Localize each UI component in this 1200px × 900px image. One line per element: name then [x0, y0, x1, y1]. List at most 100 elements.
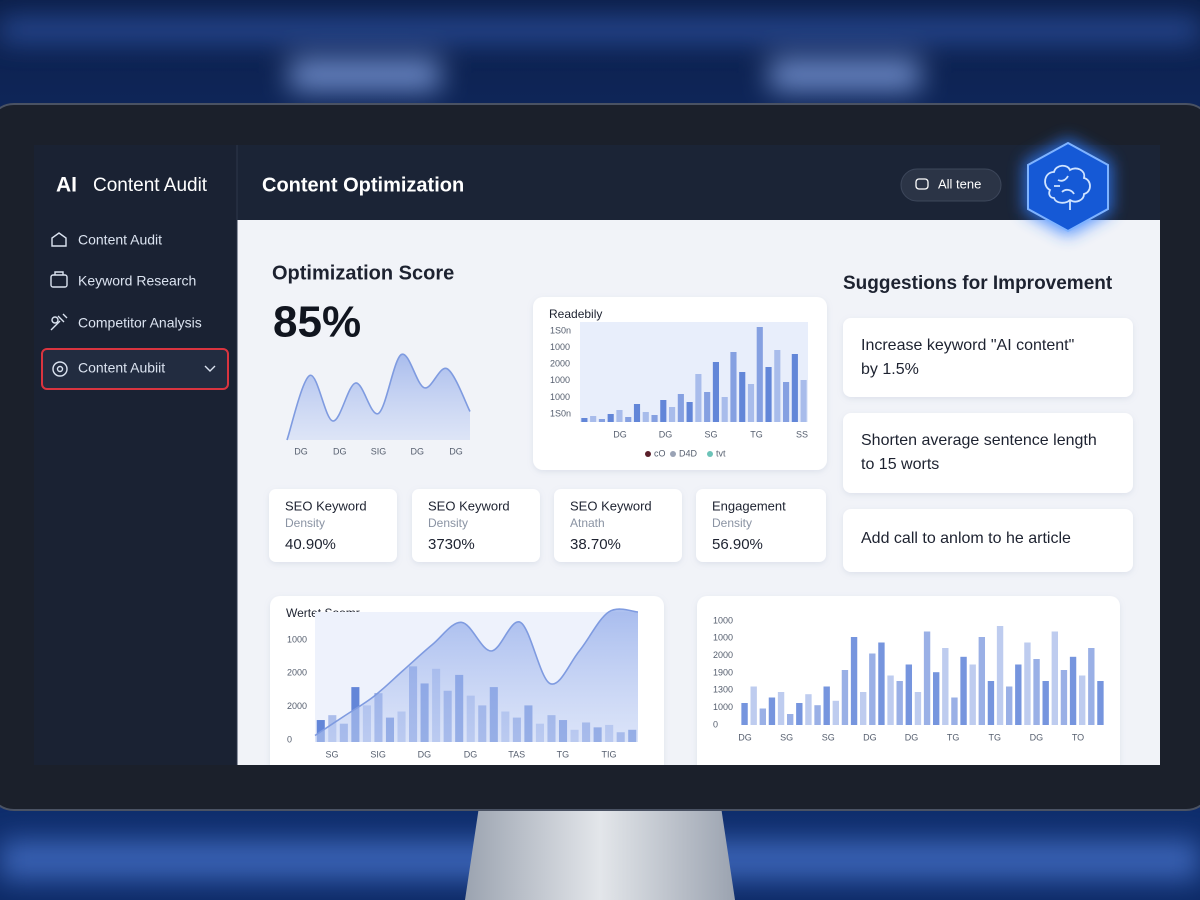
metric-value: 56.90%	[712, 536, 763, 553]
bar	[996, 626, 1004, 725]
bar	[791, 354, 798, 422]
bar	[660, 400, 667, 422]
x-tick-label: DG	[613, 429, 627, 439]
bar	[805, 694, 812, 725]
bar	[1024, 642, 1031, 725]
y-tick-label: 1900	[713, 667, 733, 677]
bar	[607, 414, 614, 422]
legend-label: cO	[654, 448, 666, 458]
legend-label: D4D	[679, 448, 698, 458]
bar	[841, 670, 849, 725]
bar	[581, 418, 588, 422]
logo: AI	[56, 174, 77, 197]
metric-subtitle: Density	[712, 516, 752, 530]
bar	[651, 415, 658, 422]
suggestion-card[interactable]	[843, 509, 1133, 572]
bar	[1033, 659, 1040, 725]
y-tick-label: 1000	[713, 633, 733, 643]
bar	[1042, 681, 1049, 725]
nav-active[interactable]	[41, 348, 229, 390]
bar	[1051, 631, 1059, 725]
bar	[932, 672, 940, 725]
x-tick-label: SIG	[370, 749, 386, 759]
metric-title: SEO Keyword	[570, 498, 652, 513]
y-tick-label: 1S0n	[550, 408, 571, 418]
bar	[1060, 670, 1068, 725]
bar	[747, 384, 755, 422]
bar	[960, 656, 967, 725]
legend-dot	[707, 451, 713, 457]
y-tick-label: 1000	[713, 615, 733, 625]
x-tick-label: SIG	[371, 446, 387, 456]
y-tick-label: 1300	[713, 685, 733, 695]
bar	[814, 705, 821, 725]
metric-value: 38.70%	[570, 536, 621, 553]
bar	[1088, 648, 1095, 725]
bar	[832, 700, 840, 725]
legend-label: tvt	[716, 448, 726, 458]
suggestions-title: Suggestions for Improvement	[843, 273, 1113, 294]
bar	[823, 686, 830, 725]
y-tick-label: 2000	[550, 359, 570, 369]
bar	[741, 703, 748, 725]
bar	[923, 631, 931, 725]
bar	[783, 382, 790, 422]
bezel-bottom	[34, 765, 1160, 795]
bar	[1015, 664, 1022, 725]
y-tick-label: 1000	[287, 634, 307, 644]
bar	[786, 714, 794, 725]
y-tick-label: 2000	[287, 701, 307, 711]
metric-title: Engagement	[712, 498, 786, 513]
bar	[951, 697, 958, 725]
suggestion-text: Shorten average sentence length to 15 wor…	[861, 432, 1097, 473]
bar	[859, 692, 867, 725]
x-tick-label: TG	[750, 429, 763, 439]
bar	[759, 708, 767, 725]
metric-title: SEO Keyword	[285, 498, 367, 513]
y-tick-label: 1000	[550, 342, 570, 352]
bar	[756, 327, 763, 422]
nav-active-icons	[52, 361, 216, 377]
legend-dot	[670, 451, 676, 457]
header-title: Content Optimization	[262, 174, 464, 196]
bar	[978, 637, 986, 725]
x-tick-label: DG	[738, 732, 752, 742]
bar	[730, 352, 737, 422]
sidebar	[34, 145, 237, 765]
ai-badge	[1024, 138, 1112, 236]
bar	[777, 692, 785, 725]
nav-item[interactable]: Content Audit	[78, 232, 162, 248]
bar	[704, 392, 711, 422]
metric-value: 3730%	[428, 536, 475, 553]
button-icon	[915, 178, 929, 190]
chart-title: Readebily	[549, 307, 602, 321]
bar	[869, 653, 876, 725]
bar	[750, 686, 757, 725]
suggestion-card[interactable]	[843, 413, 1133, 493]
x-tick-label: SG	[704, 429, 717, 439]
area	[315, 609, 638, 742]
x-tick-label: DG	[659, 429, 673, 439]
bar	[695, 374, 702, 422]
metric-title: SEO Keyword	[428, 498, 510, 513]
y-tick-label: 1000	[713, 702, 733, 712]
monitor-stand	[465, 800, 735, 900]
bar	[878, 642, 885, 725]
metric-subtitle: Density	[428, 516, 468, 530]
header-button[interactable]	[900, 168, 1002, 202]
y-tick-label: 0	[287, 734, 292, 744]
plot-bg	[580, 322, 808, 422]
nav-item[interactable]: Competitor Analysis	[78, 315, 202, 331]
x-tick-label: SG	[325, 749, 338, 759]
line	[286, 353, 471, 441]
y-tick-label: 2000	[287, 668, 307, 678]
x-tick-label: SG	[780, 732, 793, 742]
nav-item[interactable]: Content Aubiit	[78, 360, 165, 376]
nav-item[interactable]: Keyword Research	[78, 273, 196, 289]
y-tick-label: 0	[713, 719, 718, 729]
metric-card	[554, 489, 682, 562]
y-tick-label: 2000	[713, 650, 733, 660]
bar	[1078, 675, 1086, 725]
suggestion-card[interactable]	[843, 318, 1133, 397]
